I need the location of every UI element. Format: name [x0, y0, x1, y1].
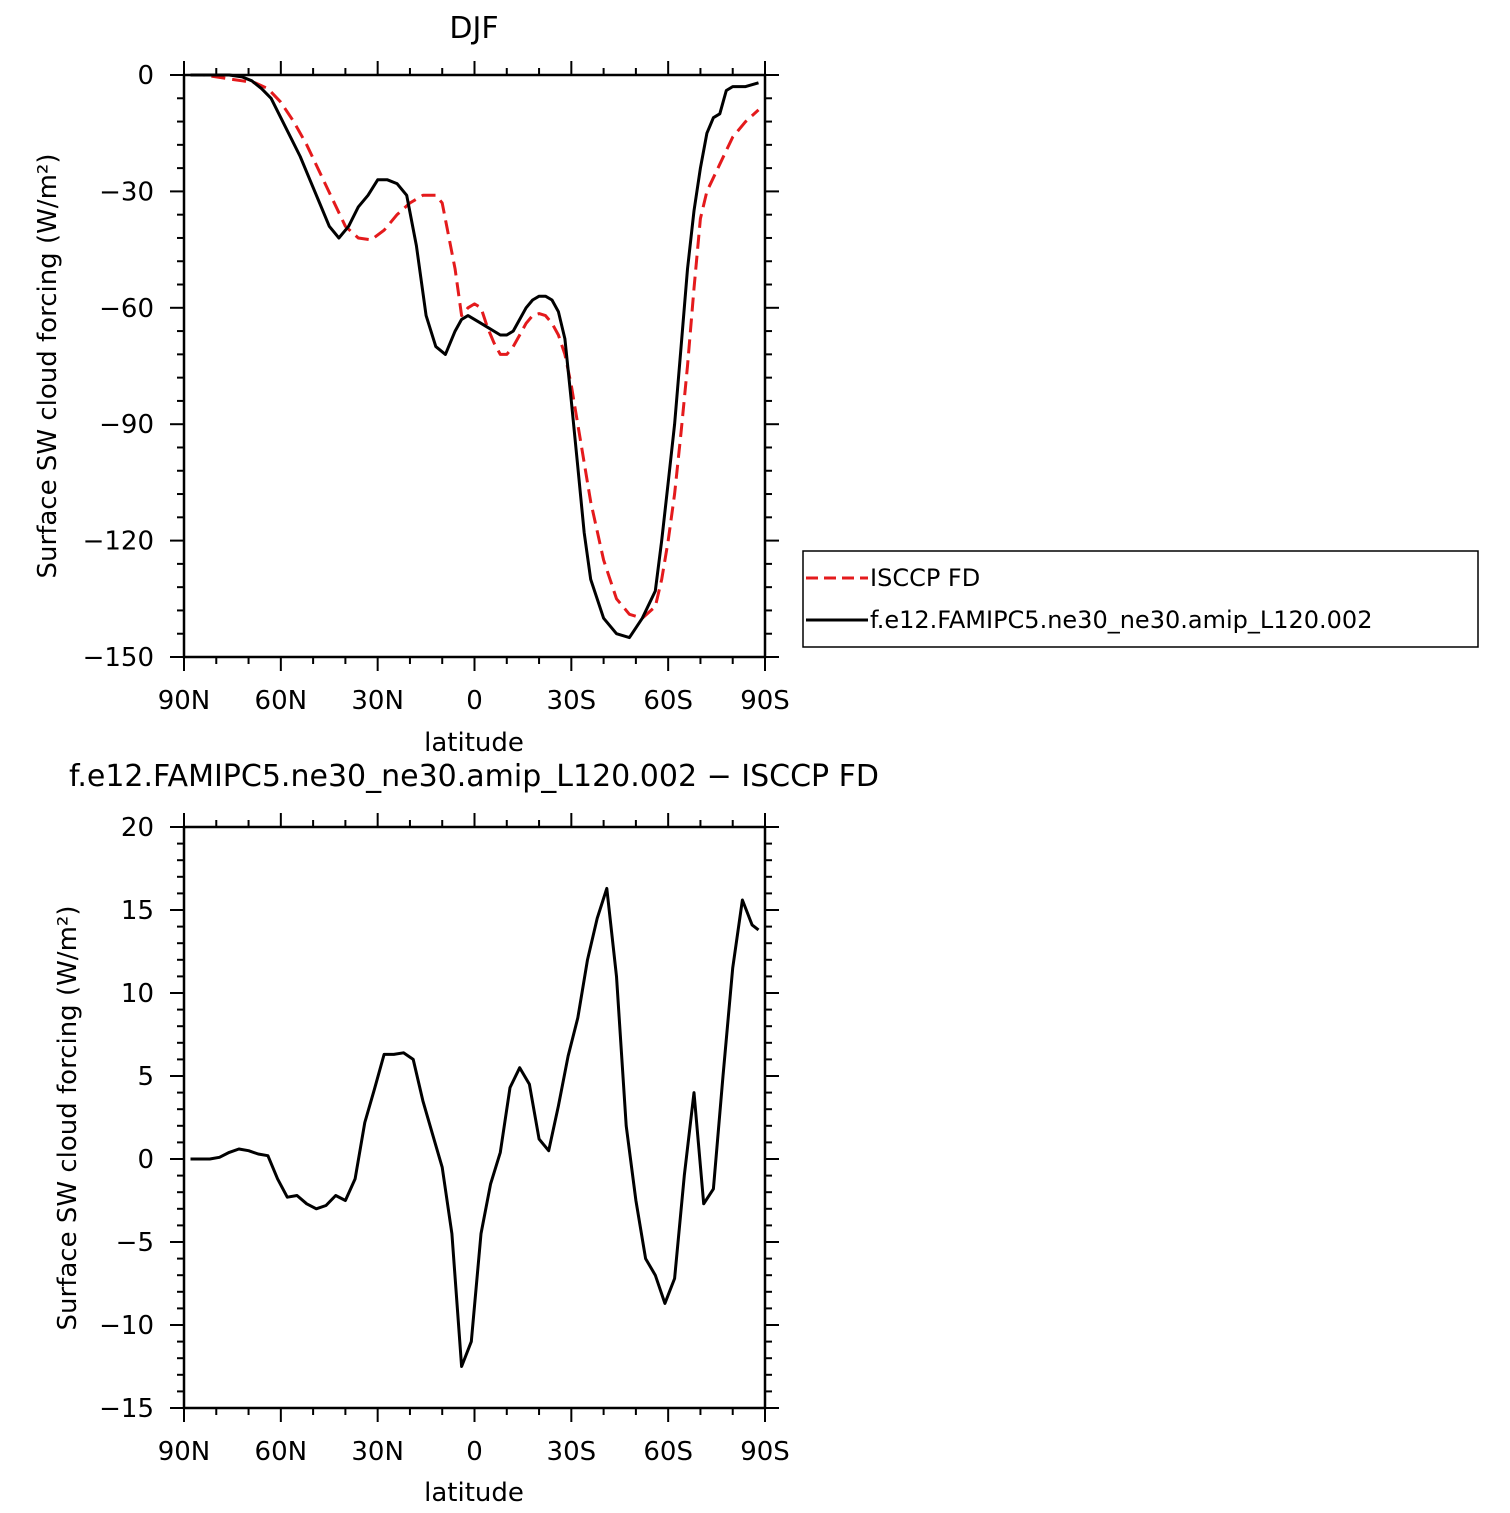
bottom-panel: f.e12.FAMIPC5.ne30_ne30.amip_L120.002 − … [53, 759, 879, 1508]
bottom-panel-ticks: 90N 60N 30N 0 30S 60S 90S 20 15 10 5 0 −5 −10 −15 [99, 813, 790, 1467]
y-tick-label: −15 [99, 1394, 154, 1424]
y-tick-label: −5 [116, 1228, 154, 1258]
x-tick-label: 60S [643, 1437, 693, 1467]
bottom-panel-title: f.e12.FAMIPC5.ne30_ne30.amip_L120.002 − … [69, 759, 879, 794]
y-tick-label: 15 [121, 896, 154, 926]
bottom-panel-ylabel: Surface SW cloud forcing (W/m²) [53, 906, 83, 1331]
top-panel-title: DJF [449, 11, 498, 46]
top-series-line-1 [190, 73, 759, 640]
top-panel-frame [182, 73, 767, 659]
y-tick-label: 5 [137, 1062, 154, 1092]
y-tick-label: −10 [99, 1311, 154, 1341]
y-tick-label: 10 [121, 979, 154, 1009]
y-tick-label: −120 [83, 527, 154, 557]
top-series-line-0 [190, 73, 760, 620]
bottom-panel-frame [182, 825, 767, 1410]
x-tick-label: 90N [158, 686, 211, 716]
x-tick-label: 60N [255, 686, 308, 716]
top-panel-ticks: 90N 60N 30N 0 30S 60S 90S 0 −30 −60 −90 −120 −150 [83, 61, 790, 716]
y-tick-label: 0 [137, 1145, 154, 1175]
top-panel: DJF Surface SW cloud forcing (W/m²) lati… [33, 11, 790, 758]
bottom-series-line-0 [190, 886, 760, 1368]
legend: ISCCP FD f.e12.FAMIPC5.ne30_ne30.amip_L1… [802, 550, 1479, 648]
top-panel-series [190, 73, 760, 640]
x-tick-label: 60S [643, 686, 693, 716]
x-tick-label: 0 [466, 686, 483, 716]
bottom-panel-series [190, 886, 760, 1368]
y-tick-label: −30 [99, 177, 154, 207]
x-tick-label: 90N [158, 1437, 211, 1467]
y-tick-label: −90 [99, 410, 154, 440]
top-panel-xlabel: latitude [424, 728, 524, 758]
x-tick-label: 30S [547, 686, 597, 716]
y-tick-label: −150 [83, 643, 154, 673]
x-tick-label: 30N [351, 1437, 404, 1467]
x-tick-label: 0 [466, 1437, 483, 1467]
legend-label-isccp: ISCCP FD [870, 564, 980, 592]
x-tick-label: 90S [740, 1437, 790, 1467]
x-tick-label: 90S [740, 686, 790, 716]
bottom-panel-xlabel: latitude [424, 1478, 524, 1508]
y-tick-label: 0 [137, 61, 154, 91]
y-tick-label: 20 [121, 813, 154, 843]
x-tick-label: 30N [351, 686, 404, 716]
x-tick-label: 30S [547, 1437, 597, 1467]
y-tick-label: −60 [99, 294, 154, 324]
x-tick-label: 60N [255, 1437, 308, 1467]
legend-box [802, 550, 1479, 648]
legend-label-model: f.e12.FAMIPC5.ne30_ne30.amip_L120.002 [870, 606, 1372, 634]
top-panel-ylabel: Surface SW cloud forcing (W/m²) [33, 154, 63, 579]
